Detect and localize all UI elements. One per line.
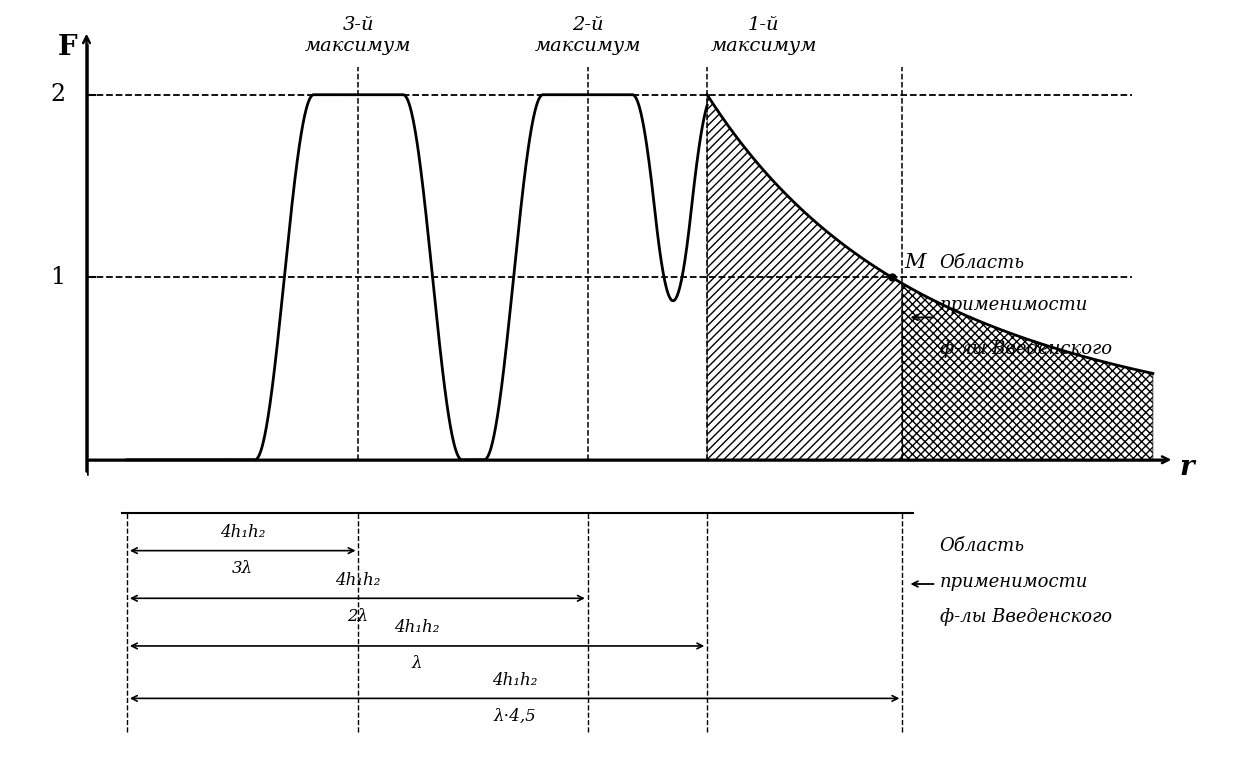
Text: λ⋅4,5: λ⋅4,5 (493, 708, 536, 725)
Text: r: r (1179, 453, 1194, 480)
Text: 3λ: 3λ (232, 561, 253, 577)
Text: λ: λ (412, 655, 423, 672)
Text: 2-й
максимум: 2-й максимум (534, 15, 641, 55)
Text: 2: 2 (51, 83, 66, 106)
Text: 3-й
максимум: 3-й максимум (305, 15, 412, 55)
Text: F: F (58, 35, 77, 62)
Text: 4h₁h₂: 4h₁h₂ (394, 619, 440, 636)
Text: 4h₁h₂: 4h₁h₂ (335, 572, 379, 589)
Text: Область: Область (939, 537, 1025, 555)
Text: 4h₁h₂: 4h₁h₂ (220, 524, 266, 541)
Text: 2λ: 2λ (347, 608, 368, 625)
Text: применимости: применимости (939, 573, 1088, 591)
Text: применимости: применимости (939, 296, 1088, 314)
Text: 4h₁h₂: 4h₁h₂ (492, 672, 538, 689)
Text: ф-лы Введенского: ф-лы Введенского (939, 339, 1111, 358)
Text: 1: 1 (51, 266, 66, 289)
Text: ф-лы Введенского: ф-лы Введенского (939, 608, 1111, 626)
Text: М: М (905, 253, 926, 271)
Text: 1-й
максимум: 1-й максимум (711, 15, 817, 55)
Text: Область: Область (939, 254, 1025, 271)
